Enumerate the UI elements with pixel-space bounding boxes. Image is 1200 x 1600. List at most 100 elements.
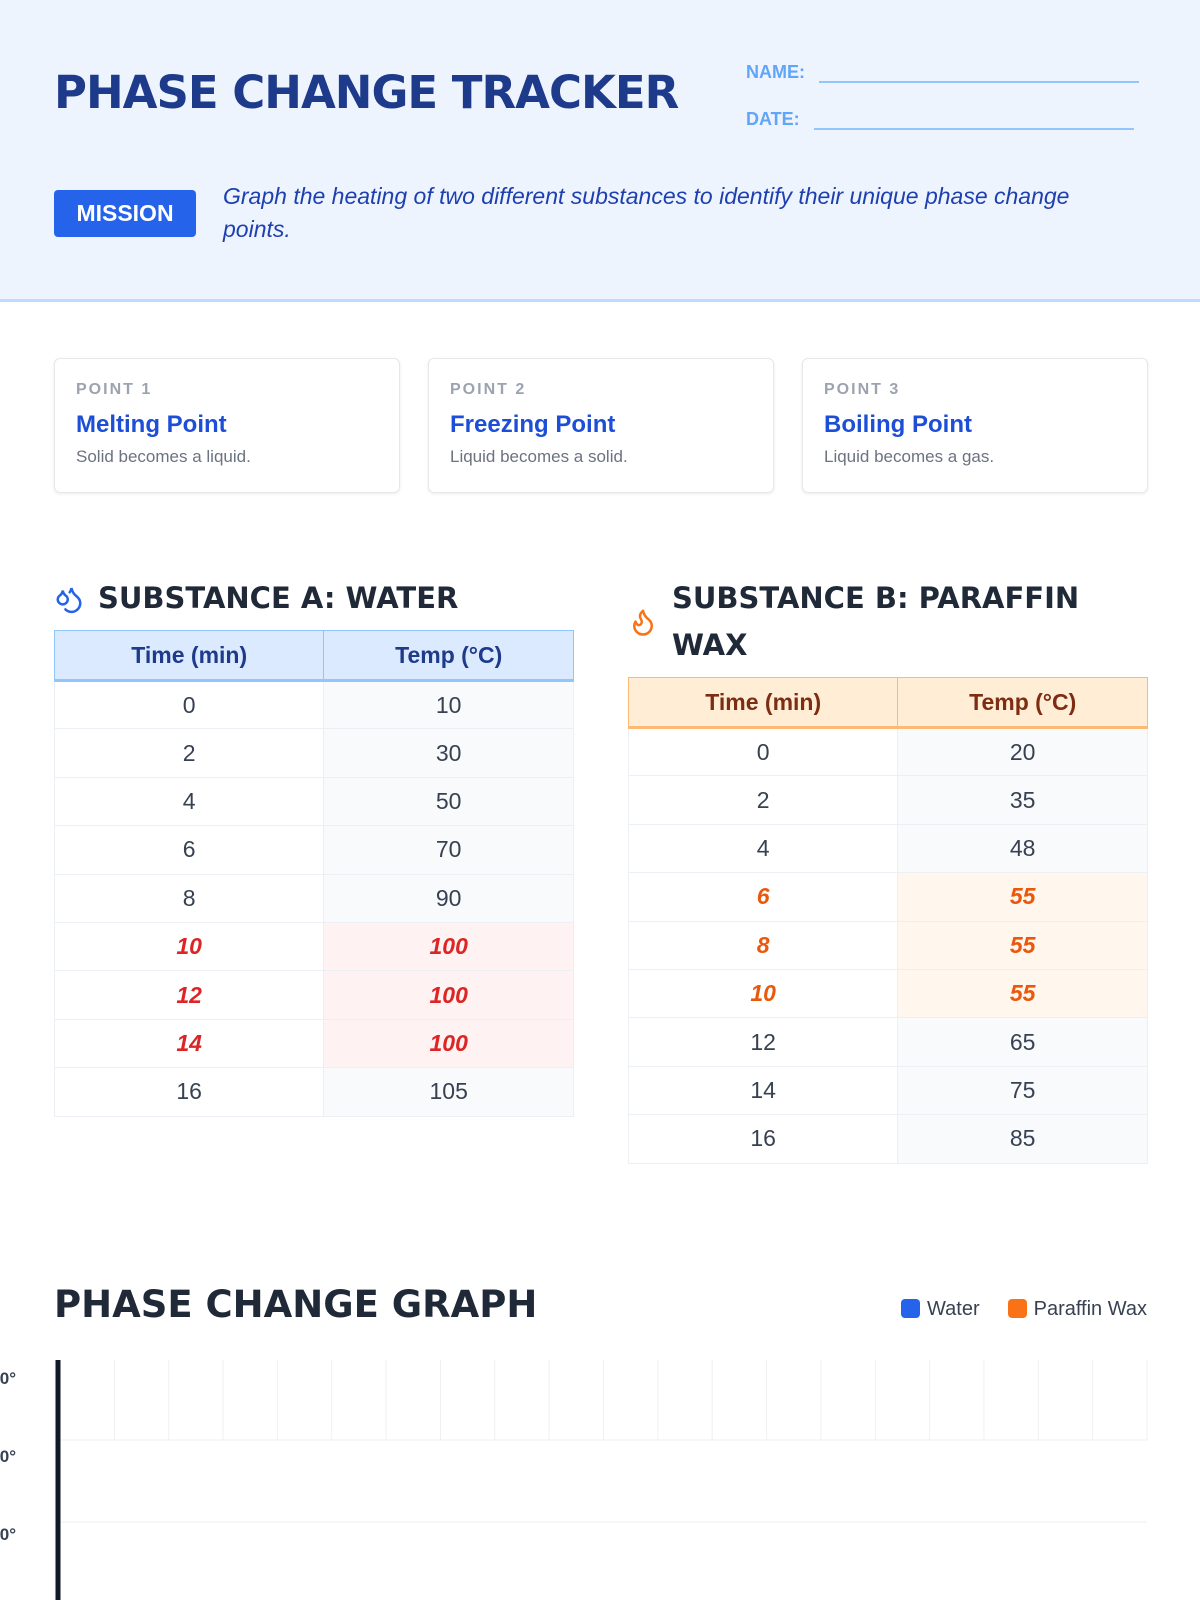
table-cell: 100 <box>323 921 574 972</box>
table-row: 8 55 <box>627 920 1148 970</box>
table-title: SUBSTANCE A: WATER <box>98 581 459 615</box>
table-cell: 35 <box>897 775 1148 825</box>
date-field: DATE: <box>746 109 1134 130</box>
name-label: NAME: <box>746 62 805 82</box>
graph-grid: 0° 0° 0° <box>0 1360 1148 1600</box>
table-row: 16 105 <box>53 1067 574 1117</box>
table-heading: SUBSTANCE A: WATER <box>54 575 574 622</box>
card-label: POINT 3 <box>824 381 901 398</box>
title: PHASE CHANGE TRACKER <box>54 66 679 119</box>
mission-badge: MISSION <box>54 190 196 237</box>
legend: Water Paraffin Wax <box>901 1298 1147 1321</box>
table-cell: 8 <box>627 920 899 970</box>
table-b: SUBSTANCE B: PARAFFIN WAX Time (min) Temp … <box>627 575 1148 1164</box>
card-description: Liquid becomes a solid. <box>450 447 628 466</box>
table-row: 6 55 <box>627 872 1148 922</box>
table-cell: 0 <box>53 679 325 730</box>
table-cell: 6 <box>627 872 899 922</box>
icon <box>628 607 658 637</box>
table-cell: 100 <box>323 1018 574 1069</box>
legend-swatch <box>1007 1299 1027 1318</box>
card-label: POINT 1 <box>76 381 153 398</box>
table-row: 4 50 <box>53 776 574 827</box>
y-axis-label: 0° <box>0 1525 16 1544</box>
table-cell: 0 <box>627 726 899 777</box>
table-body: 0 20 2 35 4 48 6 55 8 55 10 55 12 65 14 75 16 85 <box>627 726 1148 1164</box>
table-row: 4 48 <box>627 823 1148 874</box>
table-cell: 6 <box>53 825 325 875</box>
card: POINT 1 Melting Point Solid becomes a liqu… <box>54 358 400 493</box>
card-title: Freezing Point <box>450 411 616 438</box>
table-row: 14 100 <box>53 1018 574 1069</box>
table-cell: 14 <box>627 1065 899 1116</box>
data-table: Time (min) Temp (°C) 0 10 2 30 4 50 6 70 8 90 10 100 1… <box>53 630 574 1117</box>
table-cell: 10 <box>53 921 325 972</box>
table-cell: 55 <box>897 968 1148 1019</box>
card-title: Melting Point <box>76 411 227 438</box>
table-row: 0 10 <box>53 679 574 730</box>
mission-text: Graph the heating of two different subst… <box>223 183 1070 242</box>
table-body: 0 10 2 30 4 50 6 70 8 90 10 100 12 100 14 100 16 105 <box>53 679 574 1117</box>
table-a: SUBSTANCE A: WATER Time (min) Temp (°C) 0 10… <box>53 575 574 1117</box>
date-label: DATE: <box>746 109 800 129</box>
date-line <box>813 110 1134 130</box>
column-header: Time (min) <box>627 677 899 729</box>
header-row: Time (min) Temp (°C) <box>53 630 574 682</box>
y-axis-label: 0° <box>0 1369 16 1388</box>
card-description: Liquid becomes a gas. <box>824 447 995 466</box>
table-head: Time (min) Temp (°C) <box>627 677 1148 729</box>
table-row: 12 100 <box>53 970 574 1020</box>
table-cell: 4 <box>627 823 899 874</box>
graph-title: PHASE CHANGE GRAPH <box>54 1283 538 1326</box>
table-row: 10 55 <box>627 968 1148 1019</box>
legend-label: Water <box>927 1298 980 1320</box>
table-cell: 12 <box>627 1017 899 1067</box>
legend-item: Paraffin Wax <box>1007 1298 1147 1321</box>
table-row: 0 20 <box>627 726 1148 777</box>
table-heading: SUBSTANCE B: PARAFFIN WAX <box>628 575 1148 669</box>
table-title: SUBSTANCE B: PARAFFIN WAX <box>672 581 1080 662</box>
table-cell: 2 <box>53 728 325 778</box>
column-header: Temp (°C) <box>323 630 574 682</box>
card-label: POINT 2 <box>450 381 527 398</box>
y-axis-label: 0° <box>0 1447 16 1466</box>
table-row: 12 65 <box>627 1017 1148 1067</box>
header: PHASE CHANGE TRACKER NAME: DATE: MISSION… <box>0 0 1200 302</box>
table-cell: 4 <box>53 776 325 827</box>
cards: POINT 1 Melting Point Solid becomes a liqu… <box>54 358 1148 493</box>
table-cell: 14 <box>53 1018 325 1069</box>
table-cell: 48 <box>897 823 1148 874</box>
table-cell: 85 <box>897 1114 1148 1164</box>
table-cell: 90 <box>323 873 574 923</box>
table-cell: 30 <box>323 728 574 778</box>
legend-label: Paraffin Wax <box>1033 1298 1147 1320</box>
name-field: NAME: <box>746 62 1139 83</box>
table-row: 14 75 <box>627 1065 1148 1116</box>
table-row: 10 100 <box>53 921 574 972</box>
column-header: Temp (°C) <box>897 677 1148 729</box>
data-table: Time (min) Temp (°C) 0 20 2 35 4 48 6 55 8 55 10 55 12… <box>627 677 1148 1164</box>
table-cell: 65 <box>897 1017 1148 1067</box>
name-line <box>819 63 1139 83</box>
table-cell: 12 <box>53 970 325 1020</box>
table-cell: 50 <box>323 776 574 827</box>
table-cell: 70 <box>323 825 574 875</box>
table-cell: 2 <box>627 775 899 825</box>
table-cell: 20 <box>897 726 1148 777</box>
table-cell: 55 <box>897 872 1148 922</box>
table-cell: 100 <box>323 970 574 1020</box>
table-cell: 10 <box>627 968 899 1019</box>
table-row: 2 35 <box>627 775 1148 825</box>
card: POINT 3 Boiling Point Liquid becomes a gas… <box>802 358 1148 493</box>
column-header: Time (min) <box>53 630 325 682</box>
table-cell: 10 <box>323 679 574 730</box>
table-row: 8 90 <box>53 873 574 923</box>
legend-swatch <box>901 1299 920 1318</box>
table-cell: 16 <box>53 1067 325 1117</box>
table-cell: 75 <box>897 1065 1148 1116</box>
table-row: 6 70 <box>53 825 574 875</box>
table-cell: 8 <box>53 873 325 923</box>
